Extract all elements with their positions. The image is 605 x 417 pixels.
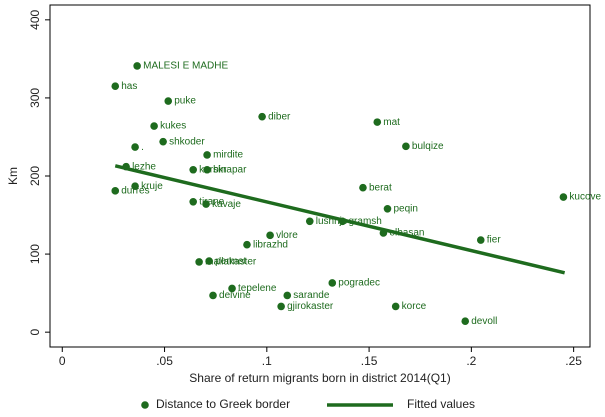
point-label: durres (121, 185, 149, 196)
point (373, 118, 382, 126)
point-label: diber (268, 111, 291, 122)
point-label: kurbin (199, 164, 226, 175)
point (150, 122, 158, 130)
point (359, 183, 367, 192)
point (111, 82, 120, 91)
point (133, 62, 141, 70)
x-tick-label: .15 (361, 354, 378, 368)
point-label: kavaje (212, 199, 241, 210)
x-tick-label: .1 (262, 354, 272, 368)
point-label: mallakaster (205, 257, 257, 268)
point (277, 302, 285, 311)
y-axis-label: Km (6, 167, 20, 185)
point (131, 143, 139, 151)
point-label: shkoder (169, 136, 205, 147)
x-tick-label: .2 (466, 354, 476, 368)
point (402, 142, 410, 151)
point-label: kucove (569, 192, 601, 203)
x-tick-label: .05 (156, 354, 173, 368)
point-label: has (121, 81, 137, 92)
point-label: librazhd (253, 239, 288, 250)
point-label: kruje (141, 181, 163, 192)
point-label: tirane (199, 196, 224, 207)
point-label: korce (402, 301, 427, 312)
point (283, 291, 292, 300)
point-label: gramsh (349, 216, 382, 227)
point-label: permet (215, 256, 246, 267)
point-label: elbasan (389, 228, 424, 239)
point-label: delvine (219, 290, 251, 301)
point-label: kukes (160, 121, 186, 132)
point-label: sarande (293, 290, 330, 301)
point-label: puke (174, 96, 196, 107)
point-label: vlore (276, 230, 298, 241)
point-label: mirdite (213, 150, 243, 161)
point (305, 217, 314, 226)
point (391, 302, 400, 311)
point-label: berat (369, 182, 392, 193)
point (203, 151, 211, 159)
point (159, 137, 167, 146)
point-label: MALESI E MADHE (143, 61, 228, 72)
point (164, 97, 173, 105)
y-tick-label: 300 (28, 88, 42, 108)
point-label: gjirokaster (287, 301, 334, 312)
point (266, 231, 274, 240)
point (189, 165, 197, 174)
point (383, 204, 392, 213)
point (328, 279, 337, 287)
fitted-line (114, 164, 566, 275)
y-tick-label: 400 (28, 10, 42, 30)
point-label: pogradec (338, 278, 380, 289)
point-label: . (141, 142, 144, 153)
point (243, 240, 251, 249)
y-tick-label: 0 (28, 329, 42, 336)
point-label: lezhe (132, 161, 156, 172)
point (111, 187, 120, 195)
point-label: lushnje (316, 216, 348, 227)
point-label: mat (383, 117, 400, 128)
point (189, 197, 197, 206)
point (228, 284, 236, 293)
legend-label: Fitted values (407, 397, 475, 411)
point-label: peqin (394, 203, 418, 214)
point (476, 236, 485, 244)
x-tick-label: .25 (565, 354, 582, 368)
point (195, 258, 203, 266)
point-label: bulqize (412, 141, 444, 152)
point (258, 112, 266, 121)
point-label: fier (487, 235, 502, 246)
point (559, 193, 568, 201)
point-label: tepelene (238, 283, 277, 294)
legend-label: Distance to Greek border (156, 397, 290, 411)
point-label: devoll (471, 316, 497, 327)
legend-marker (141, 401, 149, 409)
x-axis-label: Share of return migrants born in distric… (189, 371, 450, 385)
point (461, 317, 470, 326)
point (205, 257, 213, 265)
point (202, 200, 210, 208)
point-label: skrapar (213, 164, 247, 175)
y-tick-label: 100 (28, 244, 42, 264)
point (131, 182, 139, 190)
point (203, 165, 211, 174)
x-tick-label: 0 (59, 354, 66, 368)
y-tick-label: 200 (28, 166, 42, 186)
point (209, 291, 217, 300)
